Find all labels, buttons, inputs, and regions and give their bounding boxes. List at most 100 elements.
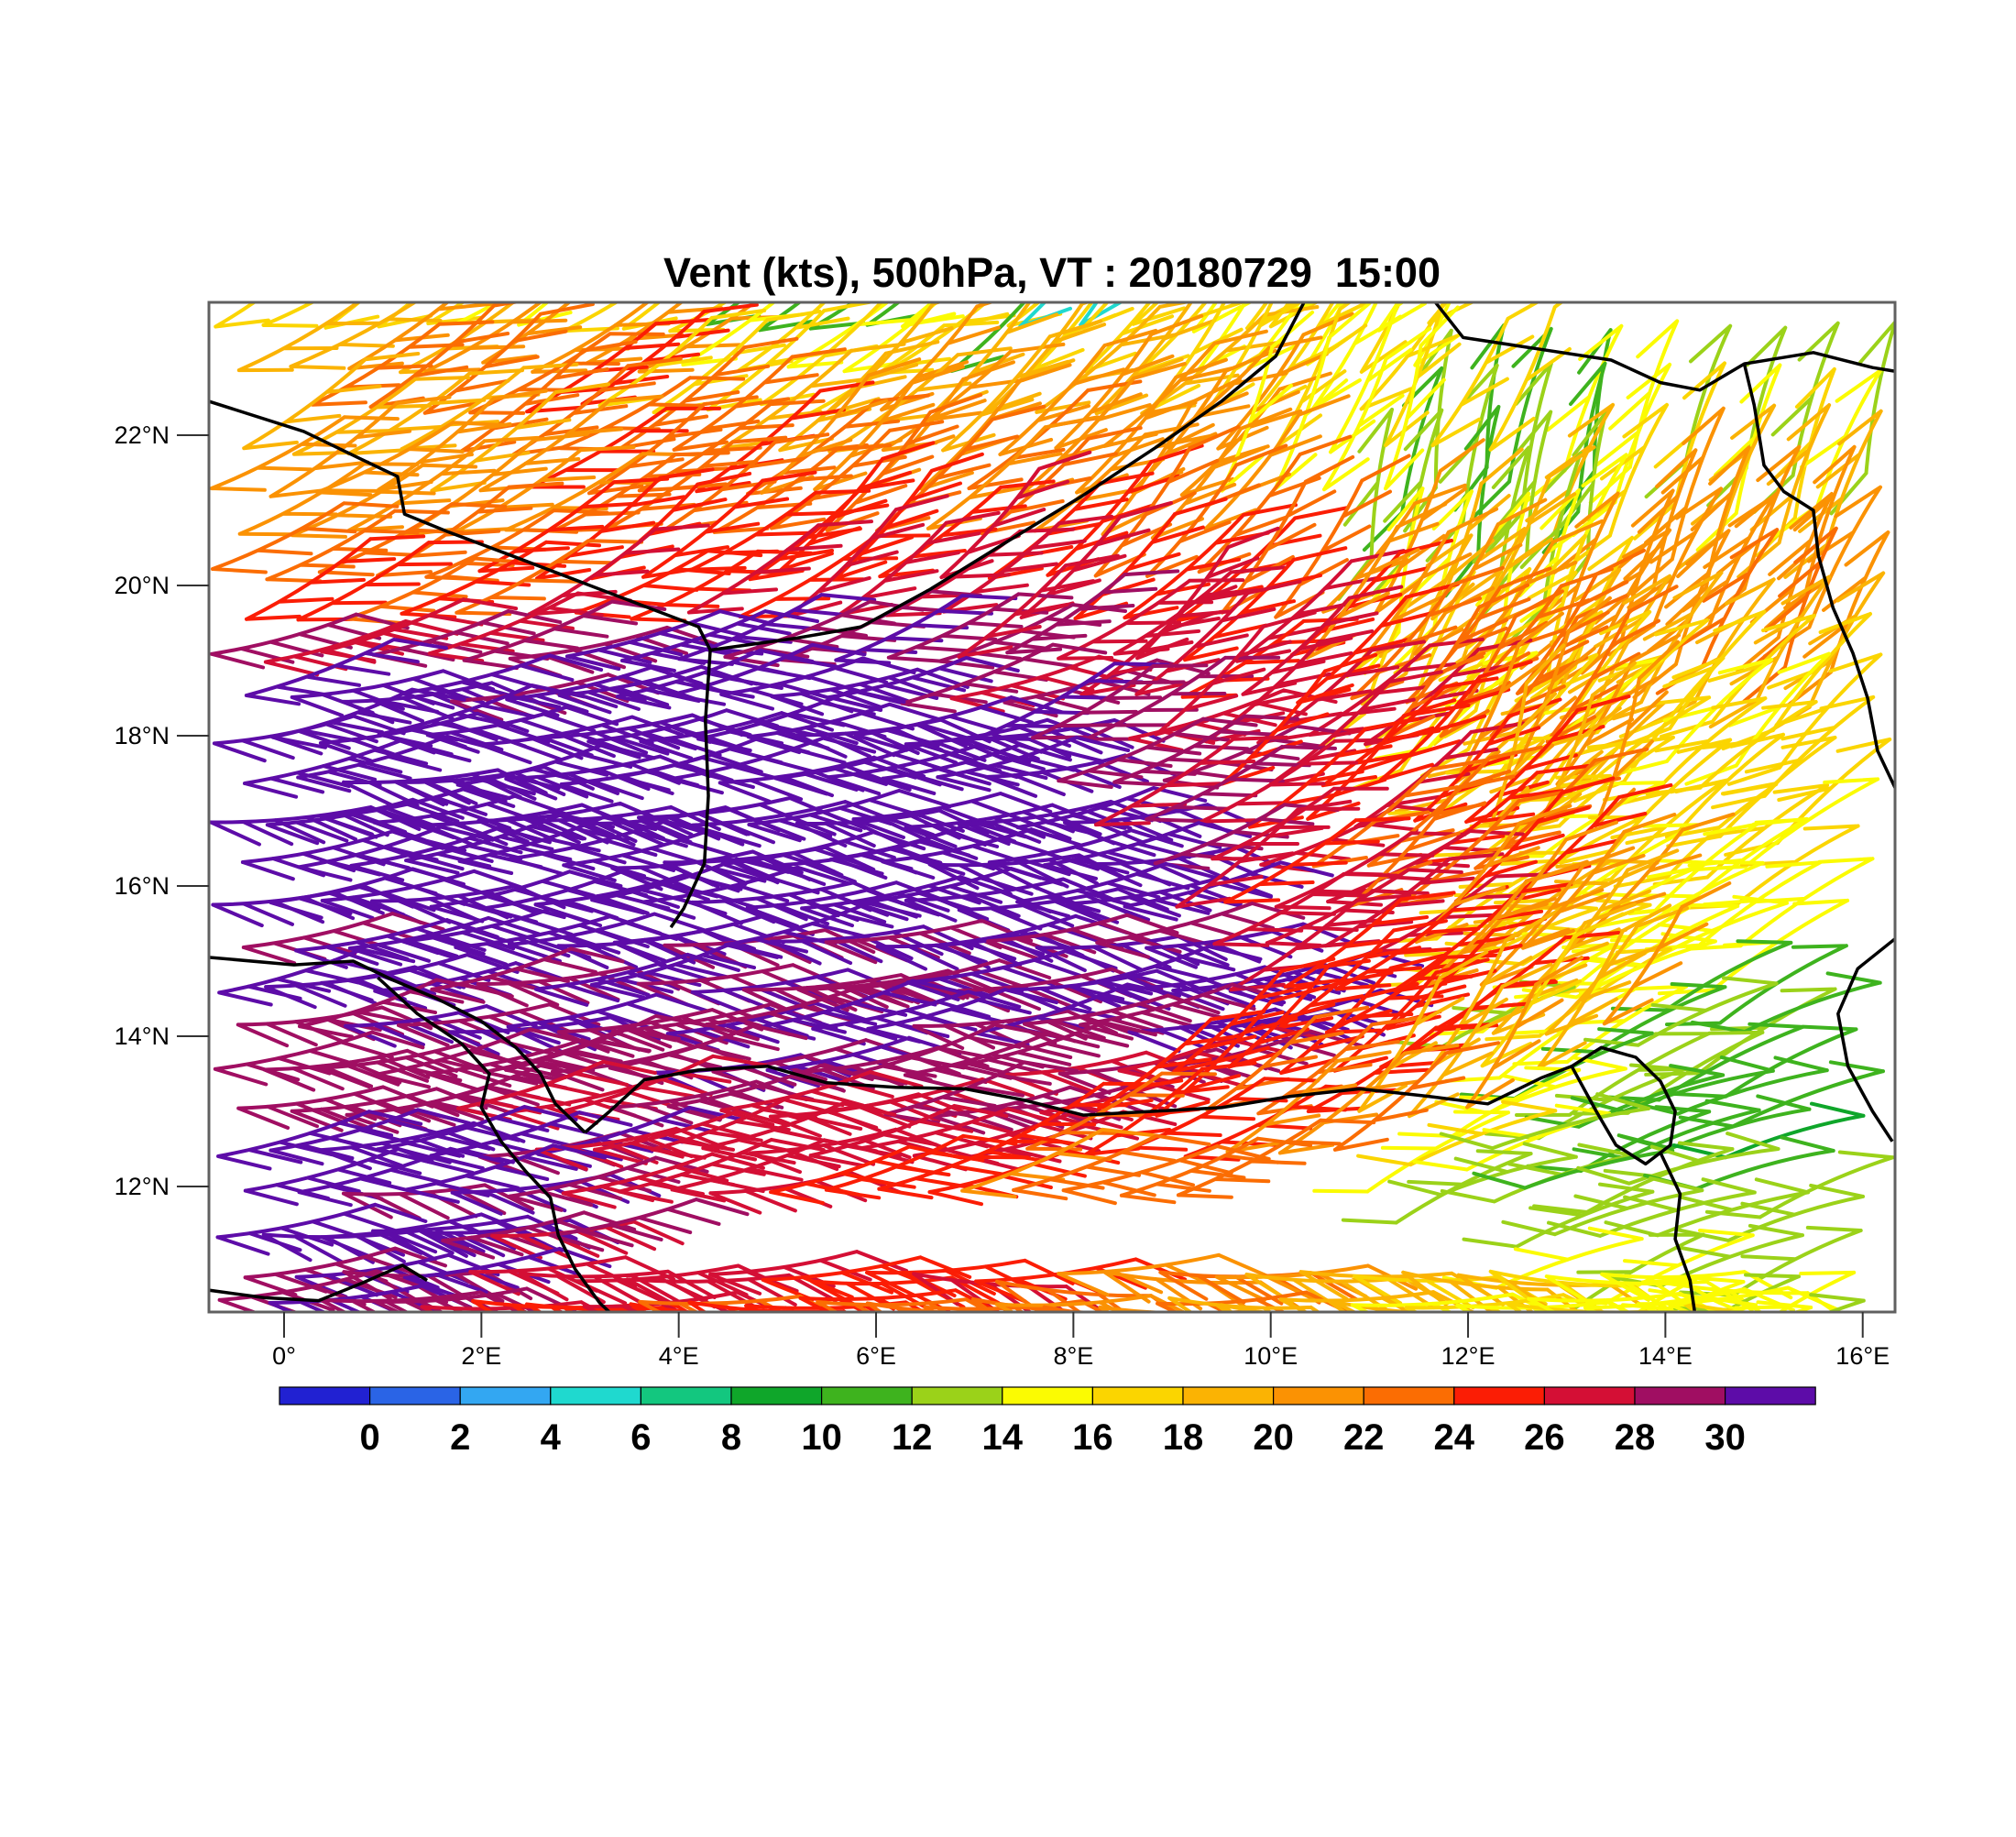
wind-barb [1179, 371, 1332, 498]
wind-barb [400, 653, 604, 710]
wind-barb [894, 303, 1016, 367]
wind-barb [1512, 984, 1689, 1066]
wind-barb [1079, 982, 1286, 1041]
wind-barb [1312, 1110, 1510, 1194]
wind-barb [826, 303, 954, 416]
wind-barb [1357, 950, 1489, 1113]
wind-barb [1604, 1177, 1811, 1238]
wind-barb [834, 594, 1018, 665]
wind-barb [1491, 410, 1553, 596]
wind-barb [243, 738, 454, 799]
wind-barb [1145, 745, 1337, 824]
colorbar-cell [1091, 1386, 1184, 1405]
wind-barb [1012, 1133, 1211, 1201]
wind-barb [1183, 546, 1348, 662]
wind-barb [957, 553, 1120, 659]
wind-barb [1212, 872, 1399, 947]
wind-barb [1191, 303, 1244, 334]
country-border [669, 650, 712, 929]
wind-barb [1156, 1290, 1351, 1311]
wind-barb [1559, 738, 1733, 865]
wind-barb [1554, 410, 1608, 602]
wind-barb [903, 1032, 1101, 1090]
wind-barb [347, 915, 542, 967]
wind-barb [427, 591, 633, 663]
wind-barb [813, 365, 965, 492]
wind-barb [370, 883, 566, 924]
wind-barb [265, 797, 465, 846]
wind-barb [271, 687, 466, 749]
wind-barb [1461, 445, 1531, 640]
lon-tick-label: 4°E [659, 1342, 699, 1370]
colorbar-cell [820, 1386, 913, 1405]
wind-barb [1580, 1288, 1704, 1311]
wind-barb [1408, 962, 1553, 1119]
wind-barb [289, 303, 443, 370]
wind-barb [505, 665, 704, 717]
wind-barb [838, 510, 1001, 617]
wind-barb [481, 303, 583, 365]
colorbar-cell [550, 1386, 641, 1405]
wind-barb [214, 303, 270, 329]
wind-barb [672, 347, 847, 452]
lon-tick-label: 2°E [461, 1342, 501, 1370]
wind-barb [1547, 1177, 1757, 1238]
wind-barb [1462, 1182, 1655, 1249]
wind-barb [666, 1063, 874, 1122]
wind-barb [587, 395, 759, 496]
wind-barb [1379, 660, 1533, 782]
wind-barb [1606, 1223, 1804, 1288]
colorbar-label: 26 [1524, 1417, 1565, 1458]
country-border [709, 303, 1306, 652]
lat-tick-label: 18°N [115, 722, 170, 749]
wind-barb [1576, 1132, 1780, 1186]
wind-barb [960, 1127, 1157, 1199]
plot-frame [207, 301, 1897, 1314]
wind-barb [476, 966, 681, 1008]
wind-barb [912, 1272, 1105, 1311]
wind-barb [972, 1081, 1159, 1160]
colorbar-cell [1272, 1386, 1364, 1405]
wind-barb [1434, 1055, 1627, 1115]
wind-barb [1613, 782, 1779, 889]
wind-barb [524, 1302, 689, 1311]
wind-barb [824, 1133, 1018, 1200]
wind-barb [268, 395, 452, 498]
wind-barb [1456, 1273, 1654, 1311]
wind-barb [1223, 816, 1411, 904]
wind-barb [517, 303, 573, 327]
wind-barb [851, 1022, 1049, 1086]
wind-barb [1394, 489, 1474, 667]
wind-barb [1585, 894, 1789, 968]
wind-barb [1397, 1066, 1582, 1138]
wind-barb [1102, 1270, 1307, 1311]
lon-tick-label: 14°E [1638, 1342, 1693, 1370]
wind-barb [1019, 500, 1173, 619]
wind-barb [1572, 362, 1672, 538]
wind-barb [1695, 363, 1782, 552]
wind-barb [1479, 846, 1636, 987]
wind-barb [1557, 780, 1726, 891]
wind-barb [1214, 1263, 1419, 1302]
wind-barb [1480, 912, 1625, 1068]
colorbar-cell [1634, 1386, 1726, 1405]
colorbar-label: 22 [1343, 1417, 1385, 1458]
wind-barb [1063, 803, 1259, 846]
wind-barb [349, 826, 552, 882]
wind-barb [296, 734, 501, 793]
wind-barb [1527, 1291, 1717, 1311]
wind-barb [638, 1294, 832, 1311]
wind-barb [689, 488, 871, 572]
wind-barb [884, 527, 1076, 618]
wind-barb [237, 462, 420, 537]
wind-barb [1637, 1276, 1698, 1311]
wind-barb [1094, 303, 1217, 416]
wind-barb [1681, 824, 1860, 910]
wind-barb [1690, 777, 1880, 872]
wind-barb [1425, 363, 1499, 563]
country-border [584, 1065, 1572, 1134]
wind-barb [681, 303, 805, 366]
wind-barb [1504, 488, 1581, 667]
wind-barb [686, 519, 873, 615]
